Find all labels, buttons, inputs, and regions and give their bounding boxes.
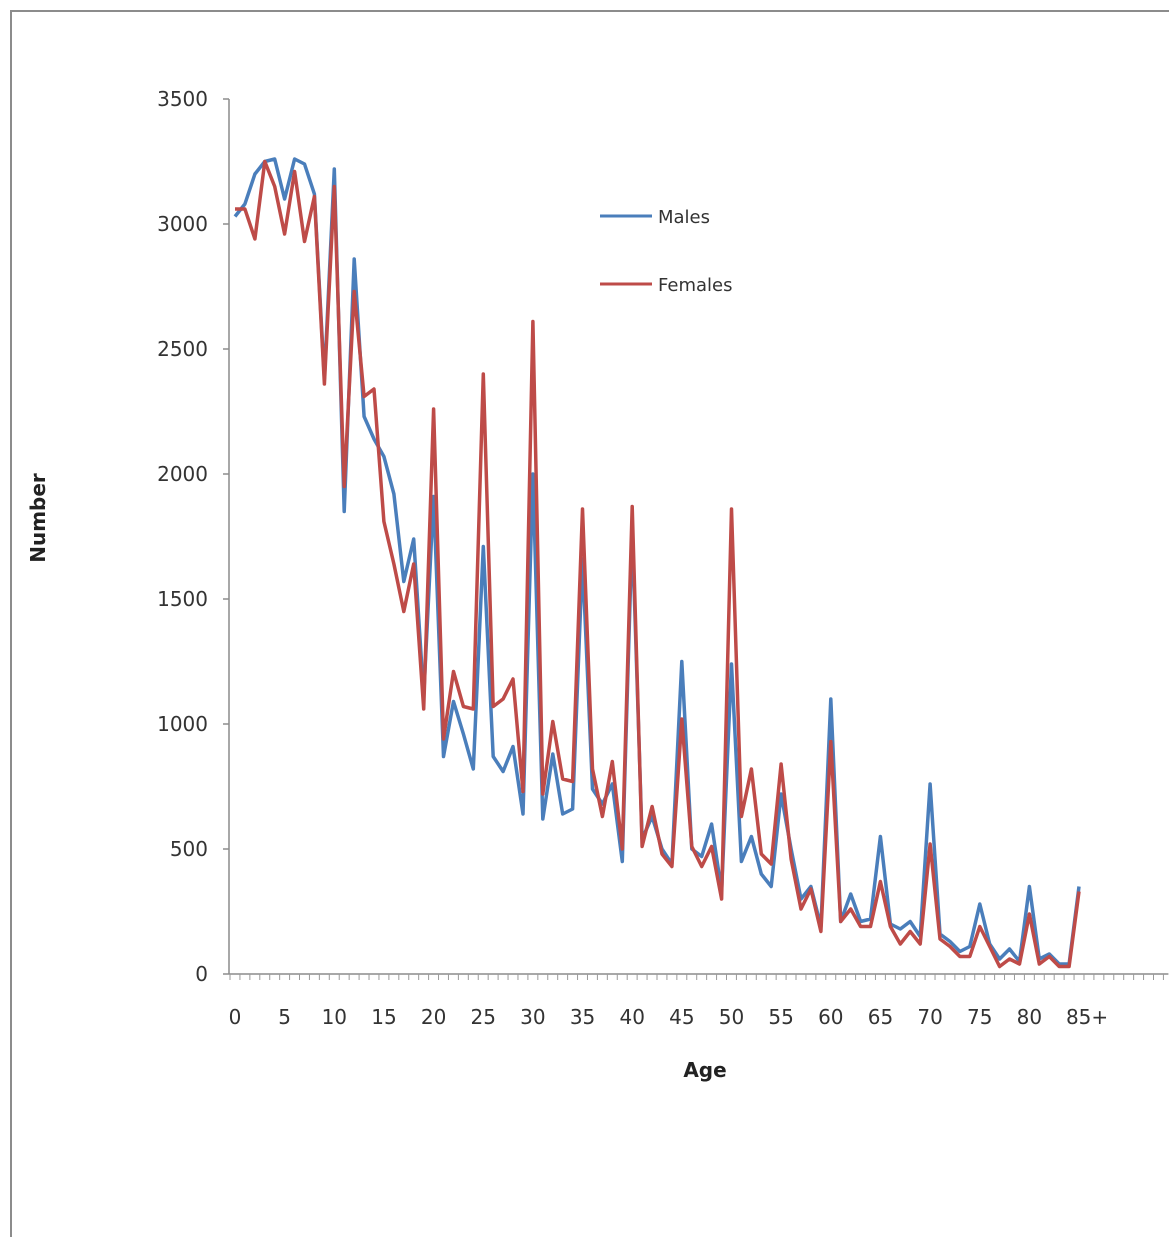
x-tick-label: 25 [471, 1005, 496, 1029]
legend: Males Females [600, 207, 732, 296]
y-tick-label: 2500 [157, 337, 208, 361]
series-lines [233, 157, 1081, 969]
y-tick-label: 500 [170, 837, 208, 861]
x-tick-label: 10 [322, 1005, 347, 1029]
x-tick-label: 30 [520, 1005, 545, 1029]
series-line-males [233, 157, 1081, 966]
y-tick-label: 0 [195, 962, 208, 986]
y-tick-label: 1500 [157, 587, 208, 611]
x-tick-label: 60 [818, 1005, 843, 1029]
x-axis-title: Age [683, 1058, 726, 1082]
y-tick-label: 3000 [157, 212, 208, 236]
x-tick-label: 65 [868, 1005, 893, 1029]
legend-label-females: Females [658, 275, 732, 296]
x-tick-label: 50 [719, 1005, 744, 1029]
x-tick-label: 15 [371, 1005, 396, 1029]
x-tick-label: 5 [278, 1005, 291, 1029]
x-tick-label: 80 [1017, 1005, 1042, 1029]
y-tick-label: 1000 [157, 712, 208, 736]
legend-label-males: Males [658, 207, 710, 228]
x-tick-label: 55 [768, 1005, 793, 1029]
y-tick-label: 2000 [157, 462, 208, 486]
y-tick-label: 3500 [157, 87, 208, 111]
x-tick-label: 85+ [1066, 1005, 1108, 1029]
x-tick-label: 40 [619, 1005, 644, 1029]
x-tick-label: 35 [570, 1005, 595, 1029]
x-tick-label: 45 [669, 1005, 694, 1029]
series-line-females [235, 159, 1081, 969]
x-tick-label: 75 [967, 1005, 992, 1029]
y-axis-title: Number [26, 473, 50, 563]
chart-frame [10, 10, 1169, 1237]
x-tick-label: 0 [229, 1005, 242, 1029]
x-tick-label: 70 [917, 1005, 942, 1029]
tick-labels: 0 500 1000 1500 2000 2500 3000 3500 0 5 10 15 20 25 30… [157, 87, 1108, 1029]
x-tick-label: 20 [421, 1005, 446, 1029]
axes [223, 98, 1169, 980]
